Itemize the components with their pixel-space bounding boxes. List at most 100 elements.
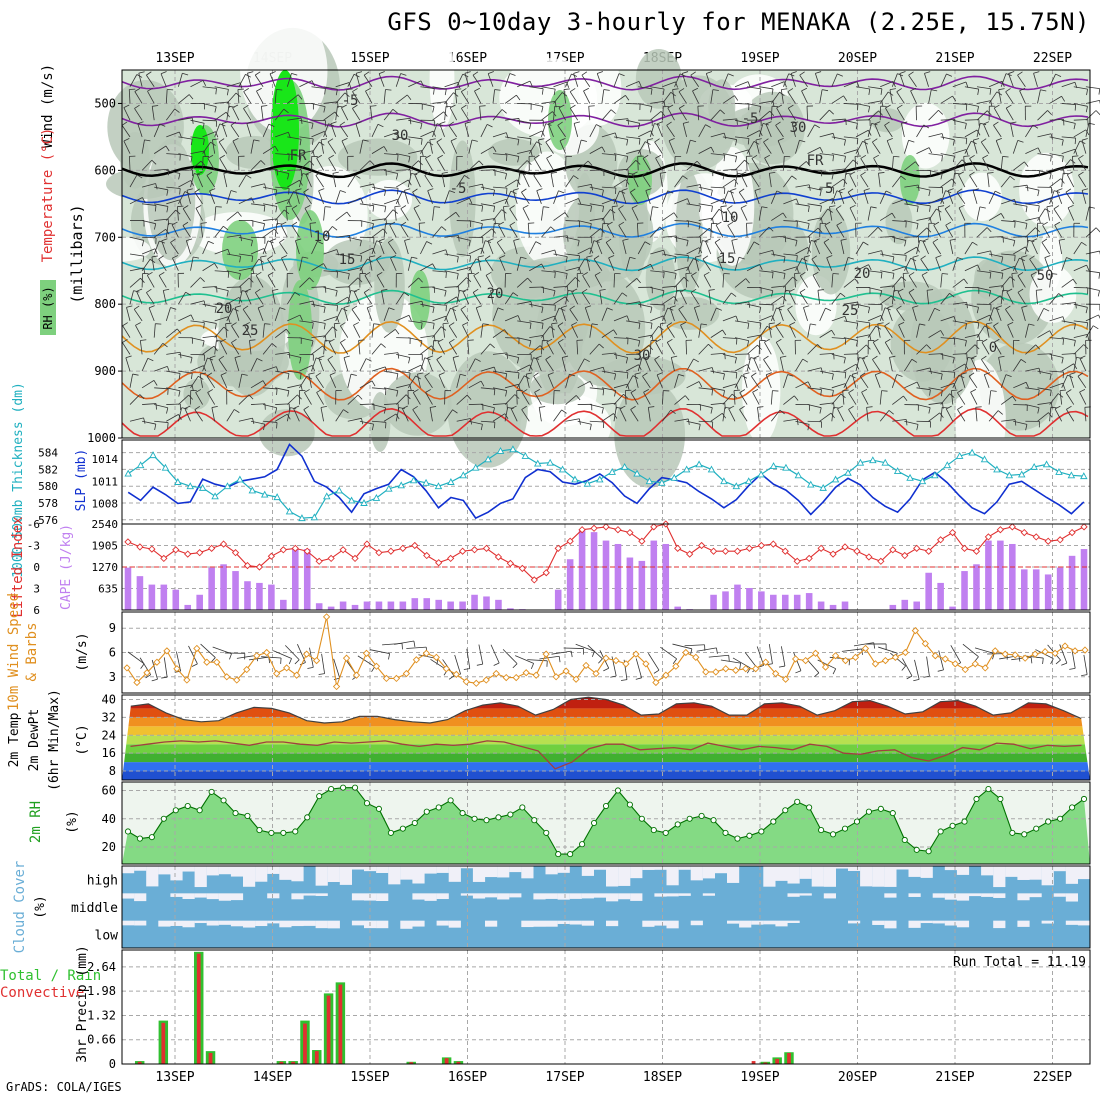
wind-barb (214, 248, 229, 255)
wind-barb (1076, 356, 1083, 359)
wind-barb (1009, 175, 1015, 181)
wind-barb (892, 81, 896, 88)
wind-barb (529, 303, 544, 308)
wind-barb (637, 156, 639, 171)
wind-barb (1013, 246, 1026, 255)
wind-barb (904, 184, 919, 188)
rh-contour-fill (218, 276, 286, 397)
wind-barb (581, 74, 591, 87)
wind-barb (997, 410, 1003, 415)
precip-axis-label: 3hr Precip (mm) (75, 945, 90, 1062)
wind-barb (674, 290, 678, 305)
wind-barb (361, 418, 364, 425)
wind-speed-point (432, 653, 440, 661)
wind-barb (686, 240, 689, 247)
wind-barb (615, 352, 617, 360)
wind-barb (759, 86, 774, 90)
thickness-point (558, 465, 567, 473)
wind-barb (870, 206, 877, 209)
wind-barb (864, 139, 869, 154)
wind-barb (631, 207, 639, 221)
thickness-point (794, 471, 803, 479)
precip-tick-label: 0 (109, 1057, 116, 1071)
cloud-clear-block (533, 893, 546, 900)
wind-barb (916, 124, 925, 138)
wind-barb (976, 307, 979, 314)
cloud-clear-block (303, 920, 316, 926)
wind-barb (625, 160, 637, 171)
lifted-index-point (638, 537, 646, 545)
cape-bar (172, 589, 180, 610)
wind-barb (220, 338, 226, 343)
wind-barb (165, 108, 175, 121)
wind-barb (287, 94, 299, 104)
wind-barb (910, 87, 917, 92)
rh-point (865, 808, 872, 815)
wind-barb (251, 197, 255, 204)
wind-barb (1049, 136, 1064, 141)
wind-barb (889, 355, 896, 358)
cape-lifted-panel (122, 520, 1090, 610)
wind-barb (952, 156, 955, 163)
wind-barb (311, 80, 315, 87)
wind-barb (448, 125, 458, 138)
wind-barb (456, 253, 471, 257)
wind-barb (984, 372, 991, 376)
wind-barb (964, 123, 967, 130)
cloud-clear-block (472, 893, 486, 899)
wind-barb (722, 153, 737, 157)
wind-barb (983, 121, 990, 125)
wind-barb (674, 220, 689, 222)
wind-barb (734, 257, 740, 271)
wind-barb (317, 240, 324, 245)
wind-barb (305, 171, 312, 175)
wind-barb (468, 220, 483, 225)
wind-barb (952, 159, 963, 171)
wind-speed-point (752, 665, 760, 673)
rh-point (913, 846, 920, 853)
slp-line (127, 443, 1085, 520)
wind-barb (456, 73, 464, 87)
wind-barb (680, 324, 687, 338)
wind-barb (202, 80, 207, 86)
wind-barb (884, 342, 893, 355)
wind-barb (432, 326, 442, 338)
wind-barb (868, 270, 883, 273)
wind-barb (692, 87, 699, 92)
wind-barb (817, 290, 821, 305)
wind-barb (181, 407, 188, 410)
cloud-clear-block (327, 920, 340, 929)
pressure-tick-label: 900 (94, 364, 116, 378)
wind-barb (158, 258, 167, 271)
lifted-index-point (303, 547, 311, 555)
wind-barb (687, 255, 689, 262)
rh-contour-fill (661, 75, 736, 171)
wind-barb (711, 205, 713, 213)
wind-barb (366, 307, 373, 322)
precip-tick-label: 2.64 (87, 960, 116, 974)
wind-barb (512, 292, 519, 297)
wind-barb (1073, 119, 1088, 121)
wind-barb (1049, 330, 1053, 337)
wind-barb (940, 136, 955, 141)
thickness-point (285, 507, 294, 515)
temp-band (122, 771, 1090, 780)
convective-precip-bar (196, 953, 201, 1064)
wind-barb (698, 124, 706, 138)
wind-barb (137, 121, 144, 124)
wind-barb (492, 89, 496, 104)
lifted-index-point (411, 541, 419, 550)
wind-barb (662, 235, 677, 238)
wind-barb (437, 154, 443, 159)
wind-barb (1010, 123, 1014, 137)
wind-barb (367, 305, 373, 309)
cloud-clear-block (557, 920, 570, 924)
wind-barb (1025, 344, 1036, 355)
wind-barb (892, 220, 907, 222)
wind-barb (1069, 372, 1076, 375)
wind-barb (179, 188, 181, 195)
wind-barb (427, 355, 434, 359)
wind-barb (855, 123, 858, 130)
wind-barb (565, 395, 577, 405)
wind-barb (211, 407, 216, 422)
